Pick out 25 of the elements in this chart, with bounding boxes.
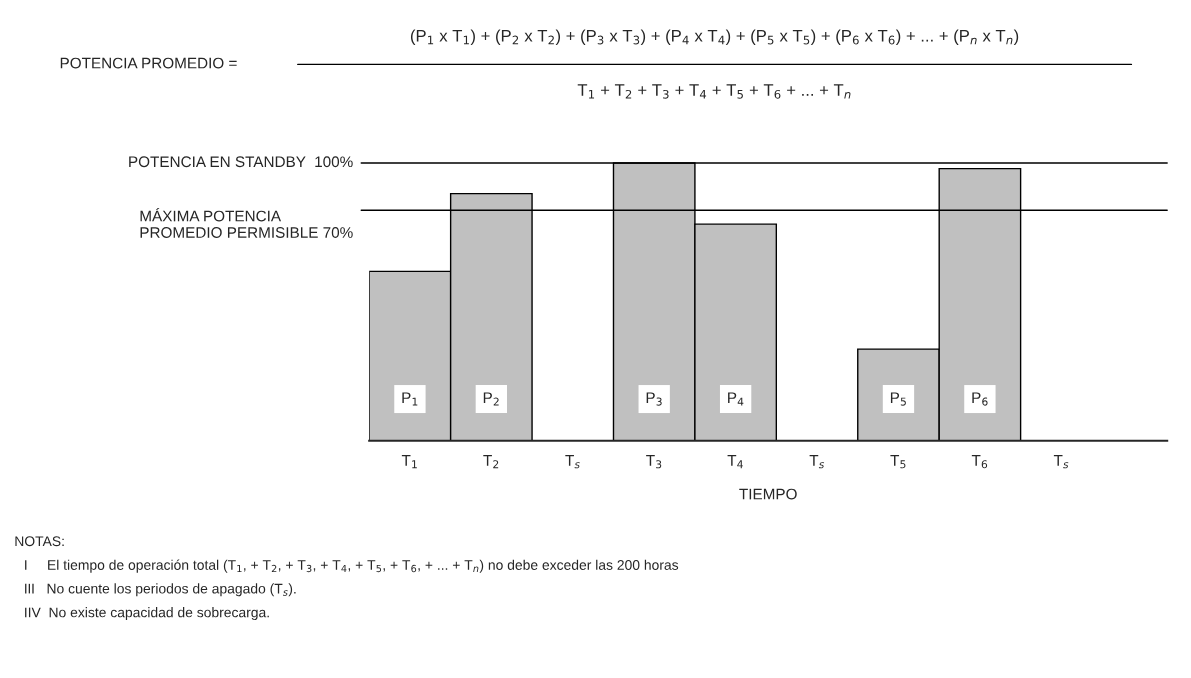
annotation: P$_{6}$: [972, 392, 988, 406]
x-axis-title: TIEMPO: [739, 488, 797, 500]
x-tick-label: T$_{6}$: [971, 455, 988, 469]
x-tick-label: T$_{1}$: [401, 455, 417, 469]
x-tick-label: T$_{3}$: [646, 455, 662, 469]
annotation: P$_{2}$: [483, 392, 499, 406]
annotation: P$_{4}$: [728, 392, 744, 406]
annotation: P$_{1}$: [402, 392, 418, 406]
annotation: P$_{5}$: [890, 392, 906, 406]
x-tick-label: T$_{5}$: [890, 455, 906, 469]
ref-line-label: MÁXIMA POTENCIA PROMEDIO PERMISIBLE 70%: [140, 208, 353, 238]
x-tick-label: T$_{2}$: [483, 455, 499, 469]
text: I El tiempo de operación total (T$_{1}$, + T$_{2}$, + T$_{3}$, + T$_{4}$, + T$_{5}$, + T$_{6}$, + ... + T$_{n}$) no debe exceder las 200 horas: [25, 559, 679, 573]
x-tick-label: T$_{4}$: [727, 455, 743, 469]
text: IIV No existe capacidad de sobrecarga.: [25, 607, 269, 621]
text: NOTAS:: [15, 536, 64, 547]
x-tick-label: T$_{s}$: [809, 455, 825, 469]
text: POTENCIA PROMEDIO =: [60, 57, 237, 69]
annotation: P$_{3}$: [646, 392, 662, 406]
text: III No cuente los periodos de apagado (T$_{s}$).: [25, 583, 296, 597]
text: (P$_{1}$ x T$_{1}$) + (P$_{2}$ x T$_{2}$) + (P$_{3}$ x T$_{3}$) + (P$_{4}$ x T$_{4}$) + (P$_{5}$ x T$_{5}$) + (P$_{6}$ x T$_{6}$) + ... + (P$_{n}$ x T$_{n}$): [410, 29, 1019, 45]
x-tick-label: T$_{s}$: [565, 455, 580, 469]
x-tick-label: T$_{s}$: [1053, 455, 1069, 469]
text: T$_{1}$ + T$_{2}$ + T$_{3}$ + T$_{4}$ + T$_{5}$ + T$_{6}$ + ... + T$_{n}$: [577, 84, 851, 99]
ref-line-label: POTENCIA EN STANDBY 100%: [129, 156, 353, 168]
